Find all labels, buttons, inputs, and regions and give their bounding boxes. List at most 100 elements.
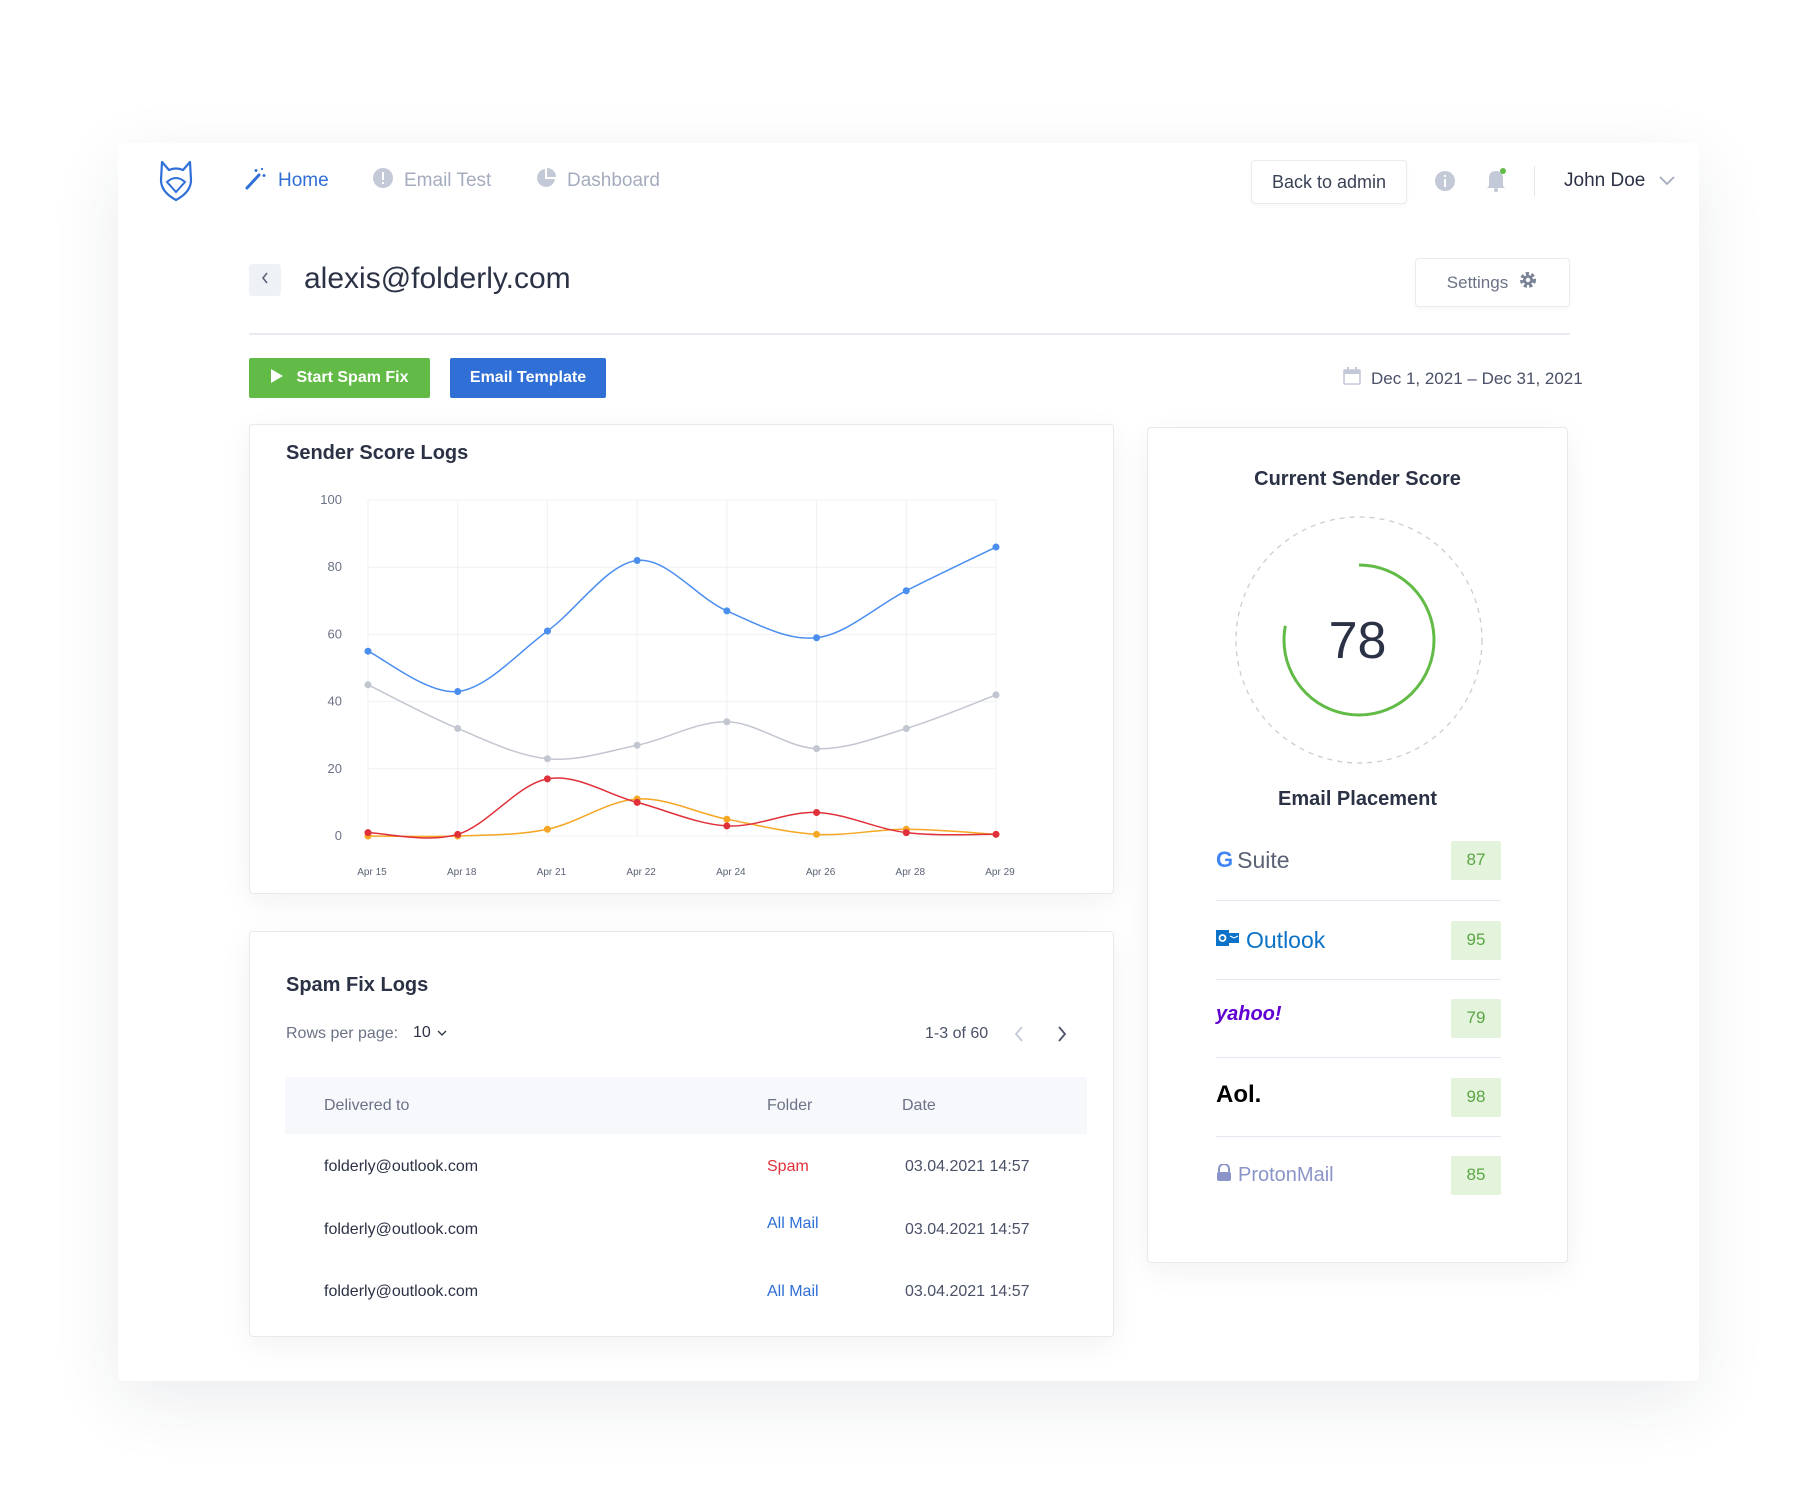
data-point-gray	[992, 691, 1000, 699]
row-date: 03.04.2021 14:57	[905, 1221, 1030, 1238]
data-point-gray	[723, 718, 731, 726]
series-line-blue	[367, 546, 997, 693]
data-point-blue	[633, 556, 641, 564]
data-point-blue	[723, 607, 731, 615]
table-header: Delivered to Folder Date	[285, 1077, 1087, 1134]
gsuite-score-badge: 87	[1451, 840, 1501, 880]
rows-per-page-label: Rows per page:	[286, 1025, 399, 1042]
data-point-orange	[723, 815, 731, 823]
rows-per-page-select[interactable]: 10	[413, 1024, 447, 1042]
y-tick-label: 40	[328, 694, 342, 709]
back-to-admin-button[interactable]: Back to admin	[1251, 160, 1407, 204]
table-row[interactable]: folderly@outlook.com Spam 03.04.2021 14:…	[285, 1154, 1087, 1194]
x-tick-label: Apr 18	[447, 867, 477, 878]
prev-page-button[interactable]	[1013, 1024, 1025, 1049]
series-line-gray	[367, 684, 997, 760]
data-point-red	[813, 808, 821, 816]
spam-fix-logs-card: Spam Fix Logs Rows per page: 10 1-3 of 6…	[249, 931, 1114, 1337]
user-menu[interactable]: John Doe	[1564, 170, 1675, 192]
table-row[interactable]: folderly@outlook.com All Mail 03.04.2021…	[285, 1215, 1087, 1255]
data-point-gray	[902, 724, 910, 732]
x-tick-label: Apr 26	[806, 867, 836, 878]
data-point-red	[364, 829, 372, 837]
bell-icon[interactable]	[1484, 167, 1508, 198]
column-delivered-to: Delivered to	[324, 1097, 410, 1114]
x-tick-label: Apr 28	[896, 867, 926, 878]
outlook-label: Outlook	[1246, 926, 1326, 953]
email-template-button[interactable]: Email Template	[450, 358, 606, 398]
rows-per-page-value: 10	[413, 1024, 431, 1041]
calendar-icon	[1343, 367, 1361, 390]
header-divider	[249, 333, 1570, 335]
data-point-orange	[813, 830, 821, 838]
row-delivered-to: folderly@outlook.com	[324, 1158, 479, 1175]
sender-score-chart: 0 20 40 60 80 100 Apr 15 Apr 18 Apr 21 Apr 22 Apr …	[320, 492, 1015, 878]
logs-title: Spam Fix Logs	[286, 974, 429, 996]
info-icon[interactable]	[1434, 170, 1456, 197]
placement-row-yahoo: yahoo! 79	[1216, 993, 1501, 1043]
data-point-red	[543, 775, 551, 783]
nav-home-label: Home	[278, 170, 329, 191]
column-date: Date	[902, 1097, 936, 1114]
nav-dashboard-label: Dashboard	[567, 170, 660, 191]
chevron-left-icon	[260, 271, 270, 290]
aol-logo: Aol.	[1216, 1081, 1262, 1108]
current-sender-score-card: Current Sender Score 78 Email Placement …	[1147, 427, 1568, 1263]
data-point-blue	[902, 587, 910, 595]
data-point-blue	[543, 627, 551, 635]
placement-row-protonmail: ProtonMail 85	[1216, 1150, 1501, 1200]
gear-icon	[1518, 270, 1538, 295]
data-point-blue	[454, 688, 462, 696]
row-delivered-to: folderly@outlook.com	[324, 1221, 479, 1238]
placement-divider	[1216, 1057, 1501, 1058]
magic-wand-icon	[244, 166, 268, 196]
y-tick-label: 20	[328, 761, 342, 776]
nav-email-test[interactable]: Email Test	[372, 168, 491, 194]
pie-chart-icon	[535, 167, 557, 195]
data-point-red	[454, 830, 462, 838]
x-tick-label: Apr 24	[716, 867, 746, 878]
play-icon	[270, 368, 284, 389]
aol-score-badge: 98	[1451, 1077, 1501, 1117]
data-point-blue	[364, 647, 372, 655]
row-delivered-to: folderly@outlook.com	[324, 1283, 479, 1300]
start-spam-fix-label: Start Spam Fix	[296, 369, 409, 386]
x-tick-label: Apr 29	[985, 867, 1015, 878]
data-point-blue	[813, 634, 821, 642]
score-gauge	[1235, 516, 1483, 764]
page-title: alexis@folderly.com	[304, 262, 571, 295]
settings-button[interactable]: Settings	[1415, 258, 1570, 307]
nav-divider	[1534, 166, 1535, 196]
data-point-gray	[813, 745, 821, 753]
start-spam-fix-button[interactable]: Start Spam Fix	[249, 358, 430, 398]
placement-divider	[1216, 979, 1501, 980]
settings-label: Settings	[1446, 272, 1509, 292]
row-date: 03.04.2021 14:57	[905, 1158, 1030, 1175]
x-tick-label: Apr 15	[357, 867, 387, 878]
gauge-arc	[1282, 563, 1436, 717]
date-range-text: Dec 1, 2021 – Dec 31, 2021	[1371, 368, 1583, 388]
outlook-score-badge: 95	[1451, 920, 1501, 960]
date-range-picker[interactable]: Dec 1, 2021 – Dec 31, 2021	[1343, 367, 1583, 390]
chart-title: Sender Score Logs	[286, 442, 469, 464]
yahoo-logo: yahoo!	[1216, 1002, 1282, 1025]
pagination-info: 1-3 of 60	[925, 1025, 989, 1042]
outlook-icon	[1216, 928, 1240, 953]
nav-dashboard[interactable]: Dashboard	[535, 168, 660, 194]
folderly-logo[interactable]	[158, 160, 194, 202]
nav-home[interactable]: Home	[244, 168, 329, 194]
protonmail-score-badge: 85	[1451, 1155, 1501, 1195]
data-point-orange	[543, 825, 551, 833]
data-point-red	[902, 829, 910, 837]
next-page-button[interactable]	[1056, 1024, 1068, 1049]
table-row[interactable]: folderly@outlook.com All Mail 03.04.2021…	[285, 1277, 1087, 1317]
row-date: 03.04.2021 14:57	[905, 1283, 1030, 1300]
back-to-admin-label: Back to admin	[1271, 171, 1387, 192]
sender-score-logs-card: Sender Score Logs 0 20 40 60 80 100 Apr 15 Apr …	[249, 424, 1114, 894]
back-button[interactable]	[249, 264, 281, 296]
y-tick-label: 0	[335, 828, 342, 843]
yahoo-score-badge: 79	[1451, 998, 1501, 1038]
gauge-track	[1235, 516, 1483, 764]
email-template-label: Email Template	[469, 369, 587, 386]
chevron-down-icon	[1659, 170, 1675, 192]
